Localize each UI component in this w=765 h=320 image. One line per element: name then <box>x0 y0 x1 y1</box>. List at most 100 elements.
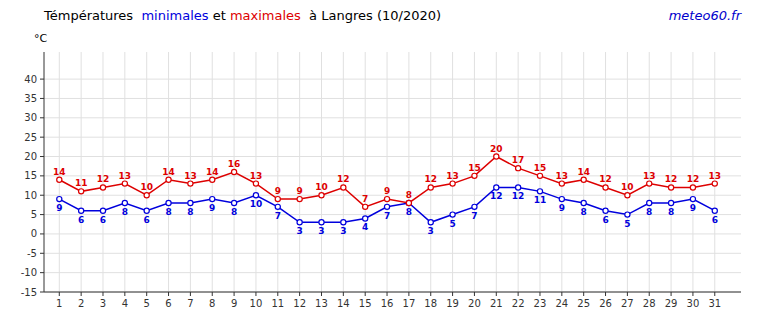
data-label: 13 <box>709 171 722 181</box>
point <box>428 220 433 225</box>
x-tick <box>539 292 540 296</box>
point <box>275 204 280 209</box>
point <box>603 208 608 213</box>
x-tick-label: 10 <box>250 298 263 309</box>
x-tick-label: 24 <box>555 298 568 309</box>
x-grid-line <box>299 52 300 292</box>
y-tick <box>40 117 44 118</box>
x-grid-line <box>343 52 344 292</box>
point <box>319 193 324 198</box>
x-tick-label: 20 <box>468 298 481 309</box>
x-tick-label: 4 <box>122 298 128 309</box>
point <box>231 169 236 174</box>
data-label: 6 <box>712 215 718 225</box>
x-tick <box>408 292 409 296</box>
y-tick <box>40 137 44 138</box>
x-tick <box>452 292 453 296</box>
data-label: 7 <box>362 194 368 204</box>
data-label: 4 <box>362 222 368 232</box>
y-tick <box>40 233 44 234</box>
point <box>231 200 236 205</box>
data-label: 3 <box>428 226 434 236</box>
x-tick <box>496 292 497 296</box>
point <box>647 200 652 205</box>
x-axis-line <box>44 292 741 293</box>
chart: -15-10-505101520253035401234567891011121… <box>0 0 765 320</box>
data-label: 8 <box>406 190 412 200</box>
data-label: 13 <box>556 171 569 181</box>
x-tick <box>714 292 715 296</box>
data-label: 6 <box>78 215 84 225</box>
x-tick <box>387 292 388 296</box>
x-tick <box>124 292 125 296</box>
x-grid-line <box>518 52 519 292</box>
data-label: 12 <box>512 191 525 201</box>
x-grid-line <box>321 52 322 292</box>
data-label: 6 <box>100 215 106 225</box>
x-tick-label: 31 <box>708 298 721 309</box>
y-grid-line <box>44 292 741 293</box>
x-grid-line <box>146 52 147 292</box>
data-label: 3 <box>318 226 324 236</box>
data-label: 3 <box>297 226 303 236</box>
y-tick <box>40 175 44 176</box>
point <box>144 208 149 213</box>
point <box>384 196 389 201</box>
data-label: 8 <box>122 207 128 217</box>
x-tick-label: 30 <box>687 298 700 309</box>
x-tick-label: 19 <box>446 298 459 309</box>
x-tick <box>146 292 147 296</box>
y-grid-line <box>44 137 741 138</box>
point <box>647 181 652 186</box>
x-grid-line <box>605 52 606 292</box>
title-part: Témpératures <box>43 8 141 23</box>
title-part: et <box>209 8 230 23</box>
point <box>450 212 455 217</box>
x-tick <box>343 292 344 296</box>
x-tick-label: 13 <box>315 298 328 309</box>
x-tick <box>627 292 628 296</box>
data-label: 9 <box>559 203 565 213</box>
x-tick-label: 26 <box>599 298 612 309</box>
data-label: 12 <box>97 174 110 184</box>
y-grid-line <box>44 79 741 80</box>
x-tick-label: 25 <box>577 298 590 309</box>
data-label: 15 <box>534 163 547 173</box>
y-tick-label: -10 <box>21 267 37 278</box>
data-label: 9 <box>384 186 390 196</box>
y-axis-label: °C <box>34 32 48 45</box>
point <box>122 181 127 186</box>
x-tick-label: 12 <box>293 298 306 309</box>
y-tick-label: 15 <box>24 170 37 181</box>
data-label: 17 <box>512 155 525 165</box>
data-label: 12 <box>687 174 700 184</box>
point <box>253 181 258 186</box>
point <box>603 185 608 190</box>
point <box>668 200 673 205</box>
data-label: 15 <box>468 163 481 173</box>
data-label: 8 <box>231 207 237 217</box>
y-tick-label: 35 <box>24 93 37 104</box>
x-tick-label: 27 <box>621 298 634 309</box>
data-label: 7 <box>275 211 281 221</box>
data-label: 16 <box>228 159 241 169</box>
title-part: à Langres (10/2020) <box>301 8 441 23</box>
x-tick-label: 6 <box>165 298 171 309</box>
data-label: 11 <box>75 178 88 188</box>
x-tick <box>474 292 475 296</box>
data-label: 8 <box>165 207 171 217</box>
x-grid-line <box>671 52 672 292</box>
point <box>341 220 346 225</box>
point <box>428 185 433 190</box>
y-tick-label: 40 <box>24 74 37 85</box>
point <box>144 193 149 198</box>
title-part: maximales <box>230 8 301 23</box>
x-tick <box>59 292 60 296</box>
y-grid-line <box>44 175 741 176</box>
x-tick-label: 3 <box>100 298 106 309</box>
point <box>559 196 564 201</box>
x-tick <box>190 292 191 296</box>
y-tick-label: 25 <box>24 132 37 143</box>
y-tick-label: -5 <box>27 248 37 259</box>
title-part: minimales <box>141 8 208 23</box>
